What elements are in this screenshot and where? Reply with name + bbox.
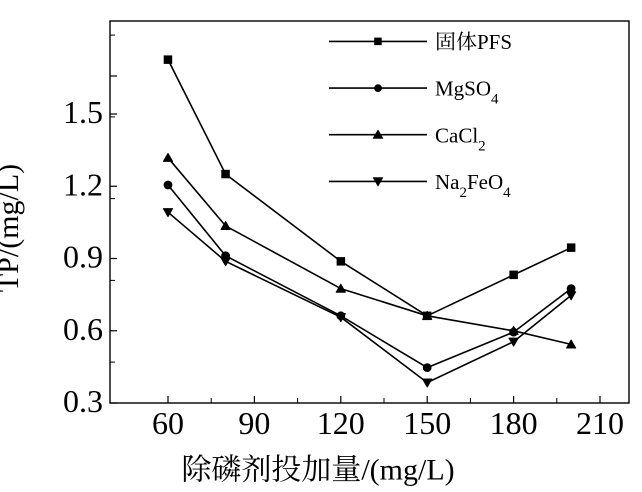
svg-text:150: 150 [403, 405, 451, 441]
svg-text:0.6: 0.6 [63, 311, 103, 347]
svg-text:1.5: 1.5 [63, 94, 103, 130]
svg-text:固体PFS: 固体PFS [435, 30, 512, 54]
svg-text:120: 120 [317, 405, 365, 441]
svg-text:90: 90 [238, 405, 270, 441]
svg-text:60: 60 [152, 405, 184, 441]
svg-text:180: 180 [490, 405, 538, 441]
svg-text:0.9: 0.9 [63, 239, 103, 275]
svg-text:0.3: 0.3 [63, 383, 103, 419]
svg-text:210: 210 [576, 405, 624, 441]
svg-text:MgSO4: MgSO4 [435, 77, 499, 108]
svg-text:CaCl2: CaCl2 [435, 123, 486, 154]
svg-text:TP/(mg/L): TP/(mg/L) [0, 164, 25, 292]
svg-text:Na2FeO4: Na2FeO4 [435, 170, 511, 201]
svg-text:1.2: 1.2 [63, 166, 103, 202]
svg-text:除磷剂投加量/(mg/L): 除磷剂投加量/(mg/L) [181, 454, 454, 487]
